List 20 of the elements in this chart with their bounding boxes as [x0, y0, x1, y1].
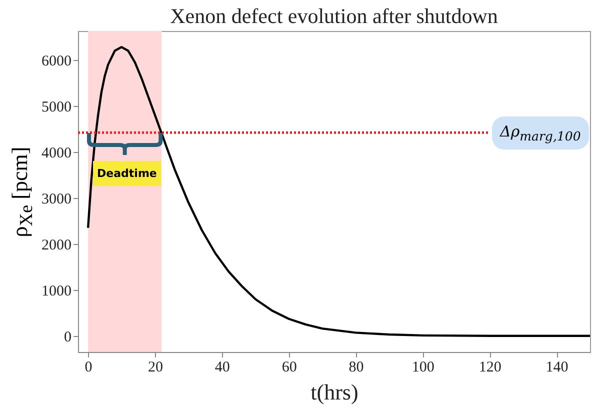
band-label: Deadtime — [93, 160, 161, 186]
y-tick-label: 4000 — [42, 145, 72, 162]
x-tick-label: 80 — [348, 360, 364, 376]
x-tick-label: 120 — [478, 360, 502, 376]
x-tick-label: 0 — [84, 360, 92, 376]
y-tick-label: 6000 — [42, 53, 72, 70]
x-axis-title: t(hrs) — [310, 380, 358, 404]
y-tick-label: 1000 — [42, 283, 72, 300]
y-tick-label: 0 — [64, 329, 72, 346]
x-tick-label: 100 — [412, 360, 434, 376]
y-tick-label: 5000 — [42, 99, 72, 116]
y-tick-label: 3000 — [42, 191, 72, 208]
x-tick-label: 60 — [282, 360, 297, 376]
line-series — [86, 46, 590, 338]
x-tick-label: 140 — [546, 360, 568, 376]
chart-title: Xenon defect evolution after shutdown — [170, 4, 498, 28]
ref-line-label: Δρ$_{marg,100}$ — [492, 116, 589, 150]
y-tick-label: 2000 — [42, 237, 72, 254]
x-tick-label: 20 — [148, 360, 163, 376]
x-tick-label: 40 — [214, 360, 230, 376]
